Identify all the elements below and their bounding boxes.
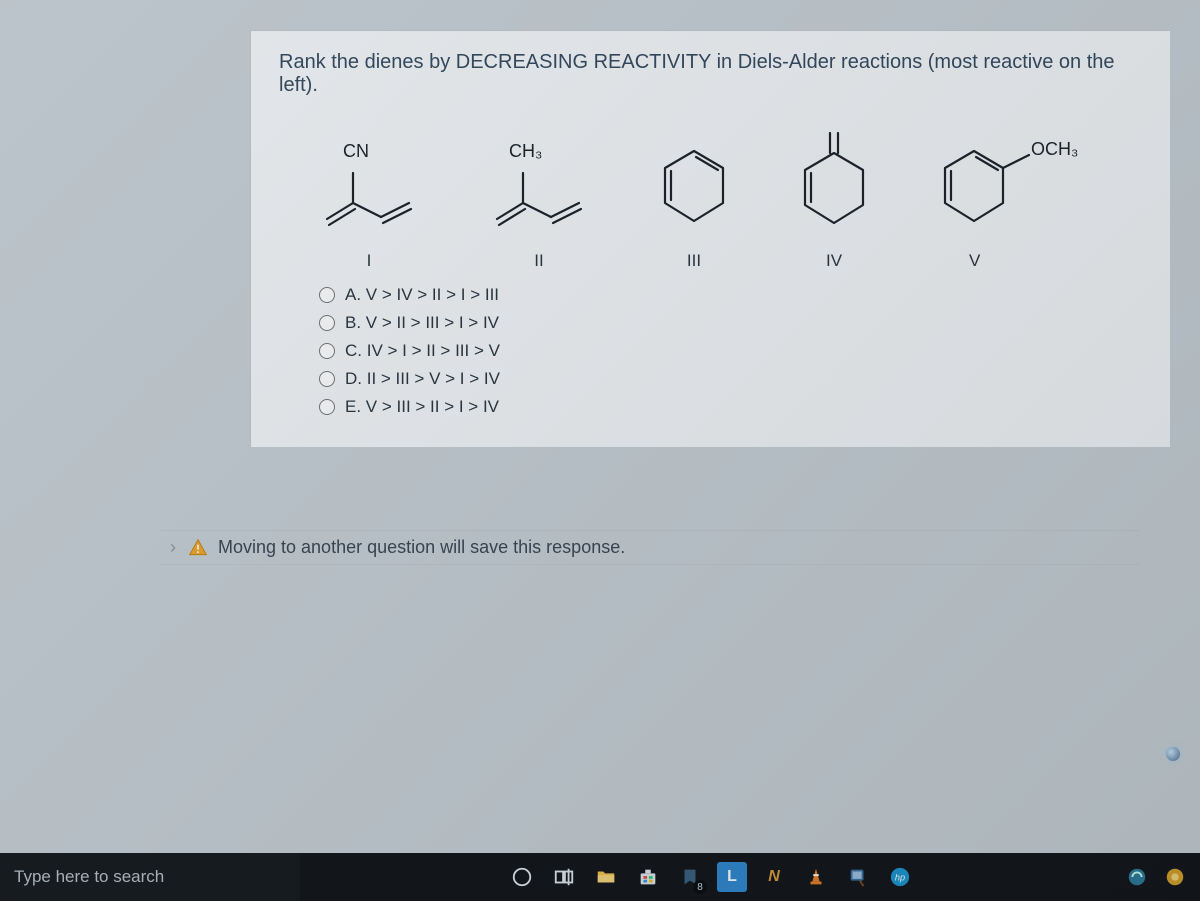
warning-icon bbox=[188, 538, 208, 558]
svg-text:hp: hp bbox=[895, 873, 905, 883]
exocyclic-diene-svg bbox=[789, 123, 879, 233]
structures-row: CN CH₃ bbox=[309, 123, 1142, 233]
label-ch3: CH₃ bbox=[509, 141, 542, 161]
task-view-icon[interactable] bbox=[549, 862, 579, 892]
answer-option-d[interactable]: D. II > III > V > I > IV bbox=[319, 369, 1142, 389]
notification-dot bbox=[1166, 747, 1180, 761]
save-response-note: › Moving to another question will save t… bbox=[160, 530, 1140, 565]
radio-c[interactable] bbox=[319, 343, 335, 359]
file-explorer-icon[interactable] bbox=[591, 862, 621, 892]
och3-diene-svg: OCH₃ bbox=[929, 133, 1089, 233]
structure-4 bbox=[789, 123, 879, 233]
answer-text-d: D. II > III > V > I > IV bbox=[345, 369, 500, 389]
roman-labels-row: I II III IV V bbox=[309, 251, 1142, 271]
roman-3: III bbox=[649, 251, 739, 271]
save-note-text: Moving to another question will save thi… bbox=[218, 537, 625, 558]
ms-store-icon[interactable] bbox=[633, 862, 663, 892]
roman-4: IV bbox=[789, 251, 879, 271]
roman-5: V bbox=[929, 251, 1089, 271]
taskbar-search[interactable]: Type here to search bbox=[0, 853, 300, 901]
answer-option-c[interactable]: C. IV > I > II > III > V bbox=[319, 341, 1142, 361]
structure-3 bbox=[649, 133, 739, 233]
structure-5: OCH₃ bbox=[929, 133, 1089, 233]
structure-1: CN bbox=[309, 133, 429, 233]
app-8-icon[interactable]: 8 bbox=[675, 862, 705, 892]
label-cn: CN bbox=[343, 141, 369, 161]
structure-2: CH₃ bbox=[479, 133, 599, 233]
answer-list: A. V > IV > II > I > III B. V > II > III… bbox=[319, 285, 1142, 417]
taskbar: Type here to search 8 L N bbox=[0, 853, 1200, 901]
radio-e[interactable] bbox=[319, 399, 335, 415]
tray-icon-1[interactable] bbox=[1122, 862, 1152, 892]
cyclohexadiene-svg bbox=[649, 133, 739, 233]
diene-ch3-svg: CH₃ bbox=[479, 133, 599, 233]
answer-option-b[interactable]: B. V > II > III > I > IV bbox=[319, 313, 1142, 333]
answer-option-e[interactable]: E. V > III > II > I > IV bbox=[319, 397, 1142, 417]
radio-d[interactable] bbox=[319, 371, 335, 387]
roman-2: II bbox=[479, 251, 599, 271]
tray-icon-2[interactable] bbox=[1160, 862, 1190, 892]
paint-icon[interactable] bbox=[843, 862, 873, 892]
roman-1: I bbox=[309, 251, 429, 271]
app-n-icon[interactable]: N bbox=[759, 862, 789, 892]
question-text: Rank the dienes by DECREASING REACTIVITY… bbox=[279, 51, 1142, 97]
answer-text-c: C. IV > I > II > III > V bbox=[345, 341, 500, 361]
answer-text-a: A. V > IV > II > I > III bbox=[345, 285, 499, 305]
search-placeholder: Type here to search bbox=[14, 867, 164, 887]
cortana-icon[interactable] bbox=[507, 862, 537, 892]
answer-text-e: E. V > III > II > I > IV bbox=[345, 397, 499, 417]
answer-option-a[interactable]: A. V > IV > II > I > III bbox=[319, 285, 1142, 305]
taskbar-center: 8 L N hp bbox=[300, 862, 1122, 892]
label-och3: OCH₃ bbox=[1031, 139, 1078, 159]
taskbar-right bbox=[1122, 862, 1200, 892]
hp-icon[interactable]: hp bbox=[885, 862, 915, 892]
quiz-panel: Rank the dienes by DECREASING REACTIVITY… bbox=[250, 30, 1170, 447]
vlc-icon[interactable] bbox=[801, 862, 831, 892]
app-l-icon[interactable]: L bbox=[717, 862, 747, 892]
badge-8: 8 bbox=[693, 880, 707, 894]
diene-cn-svg: CN bbox=[309, 133, 429, 233]
radio-a[interactable] bbox=[319, 287, 335, 303]
arrow-icon: › bbox=[170, 537, 176, 558]
radio-b[interactable] bbox=[319, 315, 335, 331]
answer-text-b: B. V > II > III > I > IV bbox=[345, 313, 499, 333]
